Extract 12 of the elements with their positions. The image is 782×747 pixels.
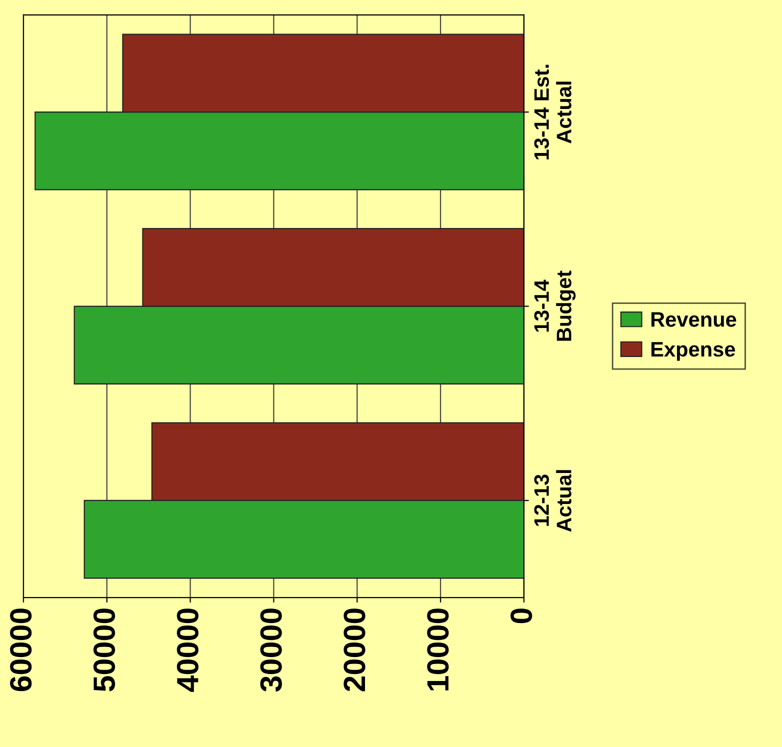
y-tick-label: 13-14 Est. Actual [534, 64, 572, 160]
x-tick-label: 50000 [93, 608, 116, 692]
legend-label: Revenue [651, 312, 736, 327]
x-tick-label: 60000 [10, 608, 32, 692]
y-tick-label: 13-14 Budget [534, 270, 576, 341]
x-tick-label: 30000 [260, 608, 282, 692]
x-tick-label: 10000 [427, 608, 449, 690]
x-tick-label: 40000 [176, 608, 198, 692]
legend-label: Expense [651, 342, 736, 361]
y-tick-label: 12-13 Actual [534, 470, 572, 532]
x-tick-label: 0 [510, 608, 532, 624]
x-tick-label: 20000 [344, 608, 366, 692]
